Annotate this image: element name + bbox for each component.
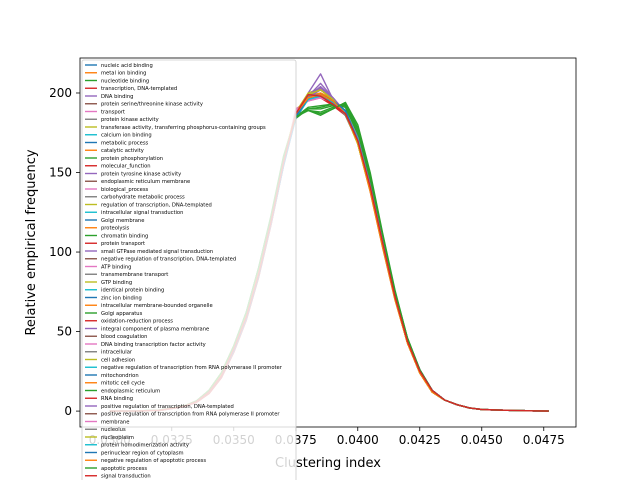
legend-label: transmembrane transport [101, 272, 168, 278]
legend-label: GTP binding [101, 280, 132, 286]
x-axis-label: Clustering index [275, 456, 381, 471]
legend-label: intracellular membrane-bounded organelle [101, 303, 213, 309]
legend-label: perinuclear region of cytoplasm [101, 450, 184, 456]
x-tick-label: 0.0425 [399, 433, 441, 447]
legend-label: protein tyrosine kinase activity [101, 171, 181, 177]
y-axis-ticks: 0 50 100 150 200 [49, 86, 80, 418]
legend-label: nucleic acid binding [101, 63, 153, 69]
legend-label: nucleolus [101, 427, 126, 433]
legend-label: negative regulation of apoptotic process [101, 458, 206, 464]
legend-label: Golgi membrane [101, 218, 144, 224]
legend-label: DNA binding [101, 94, 133, 100]
legend-label: membrane [101, 419, 129, 425]
legend-label: RNA binding [101, 396, 133, 402]
legend-label: nucleoplasm [101, 435, 134, 441]
legend-label: Golgi apparatus [101, 311, 143, 317]
legend-label: proteolysis [101, 226, 130, 232]
legend-label: positive regulation of transcription fro… [101, 412, 280, 418]
x-tick-label: 0.0475 [523, 433, 565, 447]
legend-label: chromatin binding [101, 233, 148, 239]
legend-label: negative regulation of transcription fro… [101, 365, 283, 371]
legend-label: transcription, DNA-templated [101, 86, 177, 92]
legend-label: small GTPase mediated signal transductio… [101, 249, 213, 255]
legend-label: intracellular [101, 350, 133, 356]
legend-label: protein kinase activity [101, 117, 159, 123]
legend-label: metal ion binding [101, 71, 146, 77]
legend-label: signal transduction [101, 474, 151, 480]
y-tick-label: 50 [57, 325, 72, 339]
legend-label: oxidation-reduction process [101, 319, 173, 325]
legend-label: catalytic activity [101, 148, 144, 154]
legend-label: protein serine/threonine kinase activity [101, 102, 203, 108]
legend-label: nucleotide binding [101, 78, 149, 84]
legend-label: integral component of plasma membrane [101, 326, 209, 332]
legend-label: positive regulation of transcription, DN… [101, 404, 234, 410]
legend-label: zinc ion binding [101, 295, 142, 301]
legend-label: identical protein binding [101, 288, 164, 294]
legend-label: protein transport [101, 241, 145, 247]
legend-label: calcium ion binding [101, 133, 152, 139]
legend-label: endoplasmic reticulum membrane [101, 179, 190, 185]
y-tick-label: 150 [49, 166, 72, 180]
legend-label: mitochondrion [101, 373, 139, 379]
legend-label: intracellular signal transduction [101, 210, 183, 216]
y-tick-label: 100 [49, 245, 72, 259]
x-tick-label: 0.0450 [461, 433, 503, 447]
plot-frame [79, 57, 577, 428]
legend-box [81, 59, 297, 480]
y-tick-label: 0 [64, 404, 72, 418]
legend-label: apoptotic process [101, 466, 147, 472]
legend-label: mitotic cell cycle [101, 381, 145, 387]
legend-label: metabolic process [101, 140, 149, 146]
legend-label: endoplasmic reticulum [101, 388, 160, 394]
legend-label: protein phosphorylation [101, 156, 163, 162]
legend-label: regulation of transcription, DNA-templat… [101, 202, 212, 208]
legend-label: blood coagulation [101, 334, 147, 340]
legend-label: biological_process [101, 187, 149, 193]
legend-label: DNA binding transcription factor activit… [101, 342, 206, 348]
legend-label: negative regulation of transcription, DN… [101, 257, 236, 263]
legend-label: transport [101, 109, 125, 115]
y-tick-label: 200 [49, 86, 72, 100]
legend-label: protein homodimerization activity [101, 443, 189, 449]
legend-label: transferase activity, transferring phosp… [101, 125, 266, 131]
legend-label: cell adhesion [101, 357, 135, 363]
y-axis-label: Relative empirical frequency [24, 149, 39, 335]
legend-label: ATP binding [101, 264, 131, 270]
x-tick-label: 0.0400 [337, 433, 379, 447]
legend-label: molecular_function [101, 164, 151, 170]
legend-label: carbohydrate metabolic process [101, 195, 185, 201]
